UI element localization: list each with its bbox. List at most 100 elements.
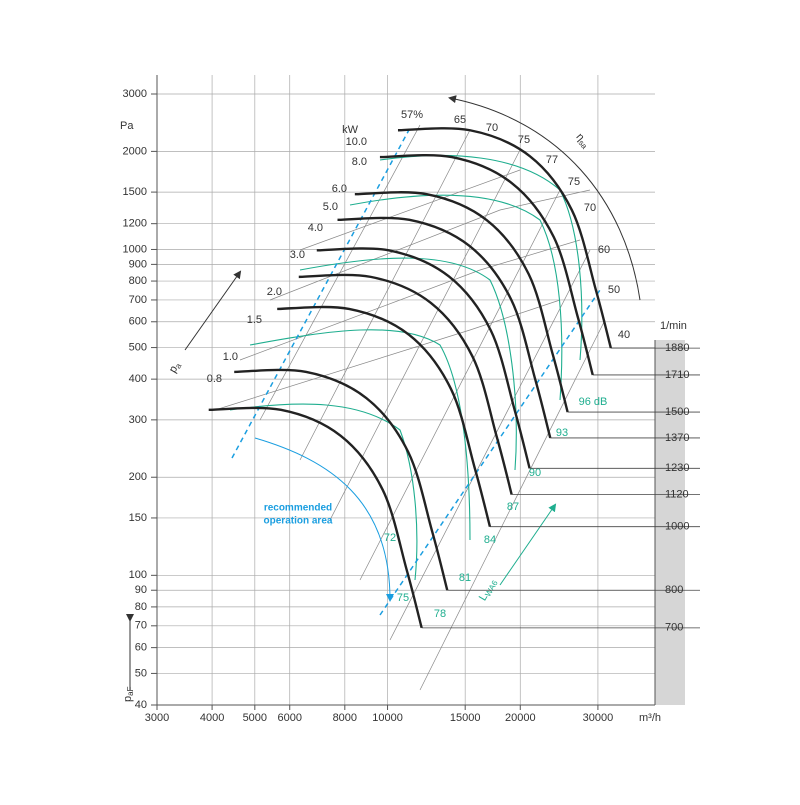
x-tick-label: 15000 <box>450 712 481 724</box>
pa-text: p <box>167 364 180 375</box>
speed-curve <box>234 368 449 591</box>
y-tick-label: 40 <box>135 699 147 711</box>
efficiency-label: 57% <box>401 109 423 121</box>
kw-label: 0.8 <box>207 373 222 385</box>
speed-label: 1230 <box>665 462 689 474</box>
y-tick-label: 50 <box>135 667 147 679</box>
x-tick-label: 4000 <box>200 712 224 724</box>
x-tick-label: 5000 <box>243 712 267 724</box>
speed-label: 1000 <box>665 521 689 533</box>
recommended-label-2: operation area <box>264 516 333 527</box>
x-tick-label: 8000 <box>333 712 357 724</box>
kw-label: 2.0 <box>267 286 282 298</box>
y-tick-label: 700 <box>129 294 147 306</box>
y-tick-label: 400 <box>129 373 147 385</box>
x-tick-label: 3000 <box>145 712 169 724</box>
paf-p: p <box>122 696 134 702</box>
efficiency-label: 50 <box>608 284 620 296</box>
x-tick-label: 10000 <box>372 712 403 724</box>
y-tick-label: 90 <box>135 584 147 596</box>
x-tick-label: 30000 <box>583 712 614 724</box>
efficiency-label: 75 <box>518 134 530 146</box>
y-tick-label: 80 <box>135 601 147 613</box>
db-label: 81 <box>459 572 471 584</box>
speed-curve <box>337 216 552 439</box>
speed-curve <box>354 191 569 413</box>
y-tick-label: 1500 <box>123 186 147 198</box>
efficiency-label: 40 <box>618 329 630 341</box>
speed-label: 1120 <box>665 488 689 500</box>
y-tick-label: 300 <box>129 414 147 426</box>
kw-label: kW <box>342 124 359 136</box>
speed-label: 1880 <box>665 342 689 354</box>
efficiency-label: 75 <box>568 176 580 188</box>
db-label: 93 <box>556 427 568 439</box>
db-label: 90 <box>529 467 541 479</box>
lwa-text: L <box>477 592 490 603</box>
kw-label: 4.0 <box>308 222 323 234</box>
kw-label: 6.0 <box>332 183 347 195</box>
y-tick-label: 1200 <box>123 218 147 230</box>
recommended-arrow <box>254 437 394 602</box>
db-label: 96 dB <box>579 396 608 408</box>
y-tick-label: 150 <box>129 512 147 524</box>
y-tick-label: 900 <box>129 258 147 270</box>
efficiency-label: 70 <box>584 202 596 214</box>
y-tick-label: 100 <box>129 569 147 581</box>
db-label: 75 <box>397 592 409 604</box>
paf-sub: aF <box>126 686 135 695</box>
kw-label: 8.0 <box>352 156 367 168</box>
y-tick-label: 1000 <box>123 243 147 255</box>
efficiency-label: 77 <box>546 154 558 166</box>
db-label: 72 <box>384 532 396 544</box>
x-label-text: m³/h <box>639 712 661 724</box>
eta-arrow <box>448 95 641 301</box>
kw-label: 5.0 <box>323 201 338 213</box>
db-label: 78 <box>434 608 446 620</box>
speed-curve <box>277 305 492 528</box>
recommended-lines <box>231 127 601 616</box>
y-tick-label: 200 <box>129 471 147 483</box>
efficiency-label: 70 <box>486 122 498 134</box>
x-label: m³/h <box>639 712 661 724</box>
pa-arrow <box>184 270 242 351</box>
speed-label: 1500 <box>665 406 689 418</box>
kw-label: 3.0 <box>290 249 305 261</box>
speed-curve <box>298 273 513 495</box>
recommended-label: recommended <box>264 503 332 514</box>
speed-label: 800 <box>665 584 683 596</box>
lwa-arrow <box>499 503 557 586</box>
speed-curve <box>379 153 594 376</box>
speed-curve <box>397 127 613 349</box>
kw-label: 10.0 <box>346 136 367 148</box>
system-lines <box>214 124 606 691</box>
y-tick-label: 2000 <box>123 145 147 157</box>
db-label: 84 <box>484 534 496 546</box>
speed-label: 1/min <box>660 320 687 332</box>
speed-curve <box>316 247 531 469</box>
y-tick-label: 60 <box>135 642 147 654</box>
x-tick-label: 20000 <box>505 712 536 724</box>
y-tick-label: 500 <box>129 341 147 353</box>
speed-label: 1710 <box>665 369 689 381</box>
db-label: 87 <box>507 501 519 513</box>
kw-label: 1.0 <box>223 351 238 363</box>
efficiency-label: 65 <box>454 114 466 126</box>
paf-label: paF <box>122 686 135 702</box>
y-tick-label: 800 <box>129 275 147 287</box>
y-tick-label: 3000 <box>123 88 147 100</box>
eta-label: ηsa <box>573 131 593 151</box>
pa-label: pa <box>167 359 184 375</box>
y-label: Pa <box>120 120 134 132</box>
speed-curve <box>208 406 423 629</box>
y-tick-label: 70 <box>135 620 147 632</box>
speed-panel <box>655 340 685 705</box>
lwa-sub: WA6 <box>483 579 500 599</box>
pa-sub: a <box>173 361 183 370</box>
speed-label: 1370 <box>665 432 689 444</box>
kw-label: 1.5 <box>247 314 262 326</box>
y-tick-label: 600 <box>129 316 147 328</box>
efficiency-label: 60 <box>598 244 610 256</box>
